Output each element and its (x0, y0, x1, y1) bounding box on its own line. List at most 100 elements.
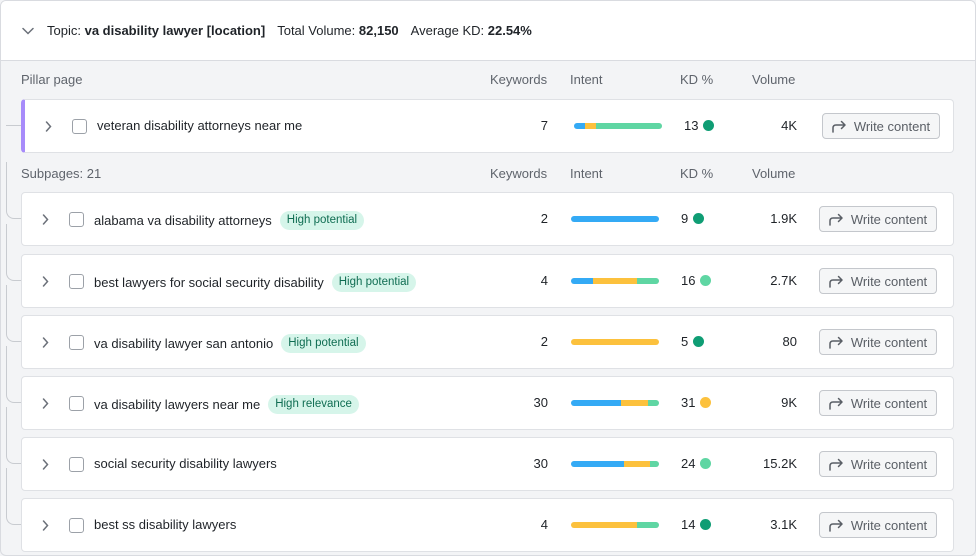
kd-cell: 13 (684, 118, 715, 133)
share-arrow-icon (832, 120, 846, 133)
share-arrow-icon (829, 213, 843, 226)
write-content-button[interactable]: Write content (819, 512, 937, 538)
intent-bar (571, 522, 659, 528)
write-content-label: Write content (850, 395, 928, 411)
write-content-label: Write content (850, 273, 928, 289)
average-kd-label: Average KD: (410, 23, 485, 38)
kd-value: 14 (681, 517, 696, 532)
write-content-button[interactable]: Write content (819, 451, 937, 477)
volume-value: 15.2K (763, 456, 797, 471)
row-checkbox[interactable] (69, 335, 84, 350)
total-volume-value: 82,150 (358, 23, 399, 38)
kd-value: 9 (681, 211, 689, 226)
row-checkbox[interactable] (69, 396, 84, 411)
intent-informational-segment (571, 278, 593, 284)
subpage-row[interactable]: social security disability lawyers 30 24 15… (21, 437, 954, 491)
row-checkbox[interactable] (69, 457, 84, 472)
kd-value: 16 (681, 273, 696, 288)
kd-cell: 16 (681, 273, 712, 288)
chevron-right-icon[interactable] (39, 335, 51, 349)
volume-value: 9K (781, 395, 797, 410)
subpage-row[interactable]: best ss disability lawyers 4 14 3.1K Write c… (21, 498, 954, 552)
keywords-count: 7 (540, 118, 548, 133)
write-content-button[interactable]: Write content (822, 113, 940, 139)
kd-dot-icon (700, 519, 712, 530)
volume-column-header: Volume (752, 166, 796, 181)
keyword-text[interactable]: alabama va disability attorneys (94, 213, 272, 228)
keyword-text[interactable]: best lawyers for social security disabil… (94, 275, 324, 290)
intent-informational-segment (571, 400, 622, 406)
intent-informational-segment (574, 123, 585, 129)
write-content-button[interactable]: Write content (819, 206, 937, 232)
volume-value: 3.1K (770, 517, 797, 532)
chevron-right-icon[interactable] (39, 212, 51, 226)
intent-transactional-segment (647, 400, 659, 406)
intent-commercial-segment (584, 123, 596, 129)
tree-connector (6, 97, 21, 126)
intent-transactional-segment (650, 461, 659, 467)
subpage-row[interactable]: va disability lawyer san antonio High pot… (21, 315, 954, 369)
subpage-row[interactable]: va disability lawyers near me High releva… (21, 376, 954, 430)
row-checkbox[interactable] (69, 212, 84, 227)
subpage-row[interactable]: alabama va disability attorneys High pote… (21, 192, 954, 246)
kd-cell: 31 (681, 395, 712, 410)
write-content-label: Write content (850, 517, 928, 533)
kd-value: 24 (681, 456, 696, 471)
keyword-cell: best ss disability lawyers (94, 517, 236, 532)
pillar-row[interactable]: veteran disability attorneys near me 7 13 4… (21, 99, 954, 153)
row-checkbox[interactable] (69, 518, 84, 533)
keyword-text[interactable]: social security disability lawyers (94, 456, 277, 471)
tree-connector (6, 407, 21, 464)
row-checkbox[interactable] (69, 274, 84, 289)
intent-commercial-segment (621, 400, 648, 406)
intent-informational-segment (571, 461, 624, 467)
pillar-column-header: Pillar page Keywords Intent KD % Volume (1, 61, 975, 97)
chevron-right-icon[interactable] (39, 274, 51, 288)
potential-badge: High potential (281, 334, 366, 353)
chevron-right-icon[interactable] (42, 119, 54, 133)
subpages-column-header: Subpages: 21 Keywords Intent KD % Volume (1, 155, 975, 191)
share-arrow-icon (829, 275, 843, 288)
tree-connector (6, 285, 21, 342)
kd-cell: 24 (681, 456, 712, 471)
keyword-text[interactable]: va disability lawyer san antonio (94, 336, 274, 351)
subpage-row[interactable]: best lawyers for social security disabil… (21, 254, 954, 308)
pillar-page-heading: Pillar page (21, 72, 83, 87)
kd-value: 31 (681, 395, 696, 410)
intent-bar (571, 339, 659, 345)
share-arrow-icon (829, 397, 843, 410)
keyword-text[interactable]: veteran disability attorneys near me (97, 118, 303, 133)
volume-value: 80 (782, 334, 797, 349)
write-content-label: Write content (850, 456, 928, 472)
write-content-button[interactable]: Write content (819, 268, 937, 294)
kd-dot-icon (700, 458, 712, 469)
row-checkbox[interactable] (72, 119, 87, 134)
chevron-right-icon[interactable] (39, 396, 51, 410)
tree-connector (6, 468, 21, 525)
intent-bar (571, 461, 659, 467)
keyword-text[interactable]: best ss disability lawyers (94, 517, 237, 532)
share-arrow-icon (829, 336, 843, 349)
potential-badge: High potential (331, 273, 417, 292)
kd-value: 13 (684, 118, 699, 133)
chevron-down-icon[interactable] (21, 24, 35, 38)
keywords-count: 2 (540, 211, 548, 226)
chevron-right-icon[interactable] (39, 457, 51, 471)
intent-bar (574, 123, 662, 129)
tree-connector (6, 162, 21, 219)
intent-column-header: Intent (570, 72, 603, 87)
intent-commercial-segment (623, 461, 651, 467)
kd-dot-icon (703, 120, 715, 131)
chevron-right-icon[interactable] (39, 518, 51, 532)
intent-transactional-segment (595, 123, 662, 129)
volume-column-header: Volume (752, 72, 796, 87)
keywords-count: 4 (540, 517, 548, 532)
topic-header[interactable]: Topic: va disability lawyer [location] T… (1, 1, 975, 61)
keyword-text[interactable]: va disability lawyers near me (94, 397, 261, 412)
total-volume-label: Total Volume: (277, 23, 356, 38)
write-content-button[interactable]: Write content (819, 390, 937, 416)
write-content-label: Write content (853, 118, 931, 134)
write-content-label: Write content (850, 334, 928, 350)
kd-dot-icon (693, 213, 705, 224)
write-content-button[interactable]: Write content (819, 329, 937, 355)
